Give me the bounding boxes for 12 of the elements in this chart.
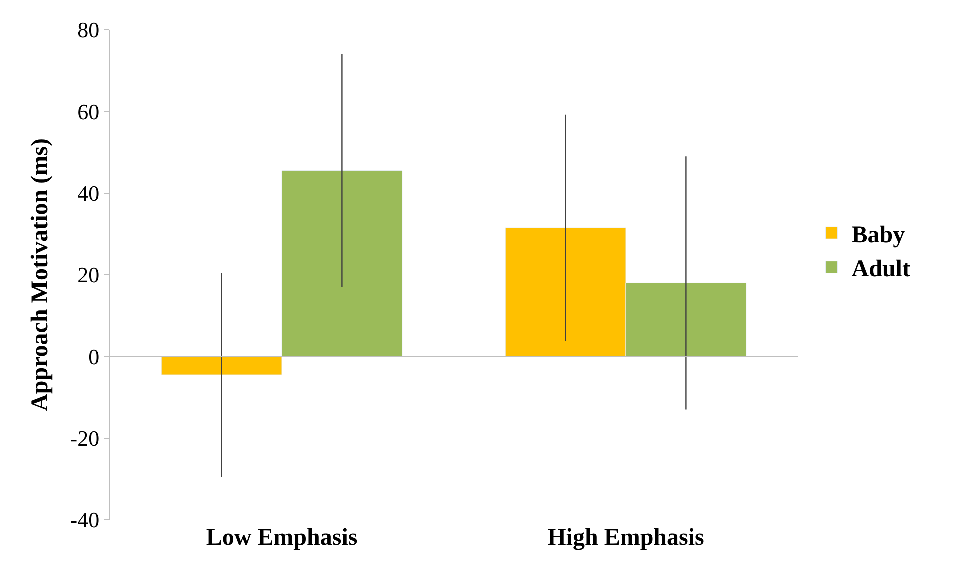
y-axis-title: Approach Motivation (ms) — [27, 138, 54, 412]
y-tick-label: 20 — [78, 262, 100, 288]
legend-label: Baby — [852, 222, 906, 248]
y-tick-label: 60 — [78, 99, 100, 124]
x-tick-label: High Emphasis — [548, 525, 704, 551]
y-tick-label: -20 — [70, 426, 100, 452]
y-tick-label: 0 — [88, 344, 100, 370]
x-tick-label: Low Emphasis — [206, 525, 358, 551]
y-tick-label: 80 — [78, 18, 100, 43]
y-tick-label: 40 — [78, 181, 100, 206]
legend-label: Adult — [852, 256, 910, 283]
y-tick-label: -40 — [70, 508, 100, 533]
